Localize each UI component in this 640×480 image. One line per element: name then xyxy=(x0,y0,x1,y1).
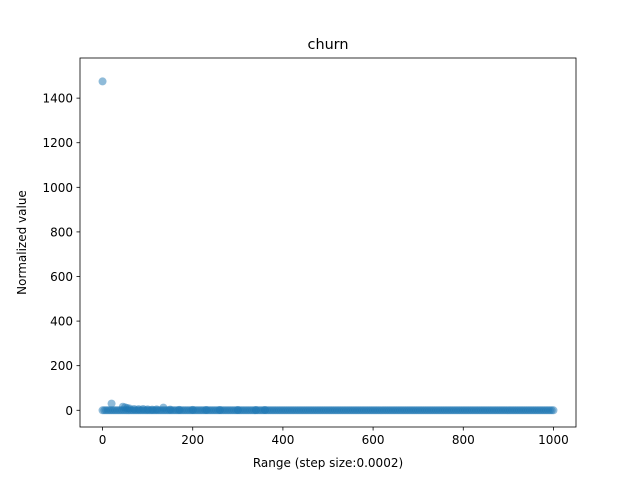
x-tick-label: 200 xyxy=(181,433,204,447)
y-tick-label: 0 xyxy=(65,404,73,418)
data-point xyxy=(188,405,197,414)
y-tick-label: 200 xyxy=(50,359,73,373)
y-tick-label: 800 xyxy=(50,225,73,239)
data-point xyxy=(152,405,161,414)
data-point xyxy=(251,406,260,415)
data-point xyxy=(549,406,558,415)
y-tick-label: 1200 xyxy=(42,136,73,150)
data-point xyxy=(107,399,116,408)
data-point xyxy=(166,405,175,414)
data-point xyxy=(233,406,242,415)
x-axis-ticks: 0 200 400 600 800 1000 xyxy=(99,427,569,447)
data-point xyxy=(260,405,269,414)
data-point xyxy=(202,405,211,414)
y-axis-ticks: 0 200 400 600 800 1000 1200 1400 xyxy=(42,92,80,418)
y-tick-label: 400 xyxy=(50,315,73,329)
data-point xyxy=(175,405,184,414)
x-tick-label: 0 xyxy=(99,433,107,447)
chart-title: churn xyxy=(308,37,349,53)
data-points xyxy=(98,77,558,415)
plot-frame xyxy=(79,57,577,428)
y-tick-label: 1400 xyxy=(42,92,73,106)
x-tick-label: 800 xyxy=(452,433,475,447)
x-tick-label: 400 xyxy=(271,433,294,447)
data-point xyxy=(159,403,168,412)
data-point xyxy=(215,405,224,414)
x-tick-label: 600 xyxy=(362,433,385,447)
y-tick-label: 1000 xyxy=(42,181,73,195)
x-axis-label: Range (step size:0.0002) xyxy=(253,456,403,470)
x-tick-label: 1000 xyxy=(538,433,569,447)
y-tick-label: 600 xyxy=(50,270,73,284)
data-point xyxy=(98,77,107,86)
y-axis-label: Normalized value xyxy=(15,190,29,295)
